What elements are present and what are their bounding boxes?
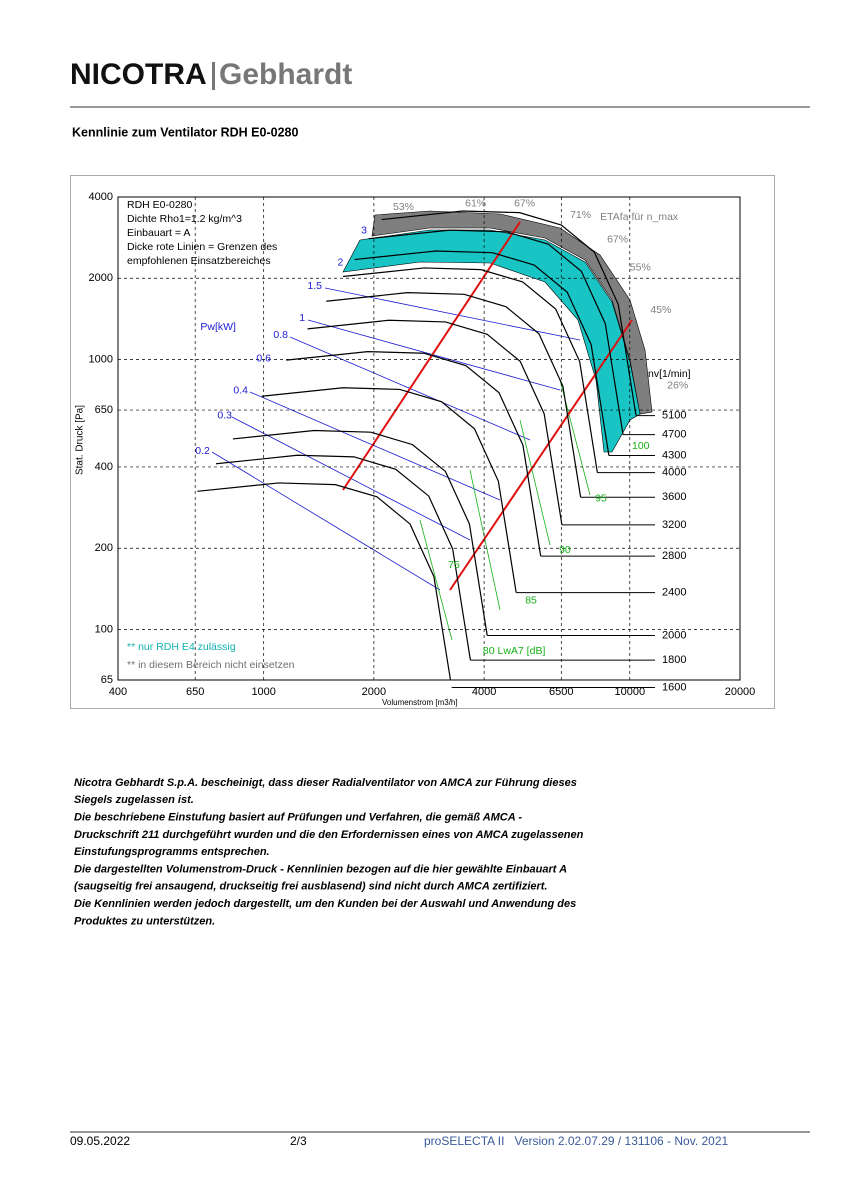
y-axis-label: Stat. Druck [Pa] <box>75 405 86 475</box>
x-tick-label: 6500 <box>549 686 573 698</box>
noise-label: 95 <box>595 493 607 505</box>
noise-lines <box>419 379 591 641</box>
speed-label: 2400 <box>662 586 686 598</box>
x-tick-label: 650 <box>186 686 204 698</box>
speed-curve <box>232 429 488 636</box>
noise-label: 100 <box>632 440 650 452</box>
paragraph-line: (saugseitig frei ansaugend, druckseitig … <box>74 881 548 893</box>
y-tick-label: 2000 <box>89 272 113 284</box>
e4-band <box>342 229 641 453</box>
power-label: 0.3 <box>217 410 232 422</box>
noise-label: 80 LwA7 [dB] <box>483 645 546 657</box>
chart-frame <box>70 175 775 709</box>
y-tick-label: 650 <box>95 404 113 416</box>
speed-label: 4300 <box>662 449 686 461</box>
efficiency-label: 53% <box>393 201 414 213</box>
paragraph-line: Die beschriebene Einstufung basiert auf … <box>74 812 522 824</box>
efficiency-label: 71% <box>570 209 591 221</box>
y-tick-label: 200 <box>95 542 113 554</box>
x-tick-label: 400 <box>109 686 127 698</box>
paragraph-line: Die Kennlinien werden jedoch dargestellt… <box>74 898 576 910</box>
paragraph-line: Die dargestellten Volumenstrom-Druck - K… <box>74 863 567 875</box>
power-label: 0.8 <box>273 329 288 341</box>
speed-curve <box>307 319 563 526</box>
speed-curve <box>342 267 598 473</box>
x-tick-label: 1000 <box>251 686 275 698</box>
speed-label: 3600 <box>662 491 686 503</box>
x-tick-label: 4000 <box>472 686 496 698</box>
y-tick-label: 65 <box>101 674 113 686</box>
efficiency-label: 45% <box>650 304 671 316</box>
paragraph-line: Druckschrift 211 durchgeführt wurden und… <box>74 829 584 841</box>
speed-label: 4700 <box>662 429 686 441</box>
paragraph-line: Einstufungsprogramms entsprechen. <box>74 846 270 858</box>
efficiency-label: 26% <box>667 379 688 391</box>
speed-curve <box>261 387 517 593</box>
speed-label: 4000 <box>662 467 686 479</box>
efficiency-label: 67% <box>607 233 628 245</box>
speed-curve <box>381 210 637 416</box>
x-tick-label: 2000 <box>362 686 386 698</box>
info-line: Einbauart = A <box>127 227 190 239</box>
efficiency-label: 67% <box>514 197 535 209</box>
plot-border <box>117 196 741 681</box>
noise-label: 75 <box>448 559 460 571</box>
power-label: 0.2 <box>195 445 210 457</box>
footer-page: 2/3 <box>290 1134 307 1148</box>
footer-software: proSELECTA II Version 2.02.07.29 / 13110… <box>424 1134 729 1148</box>
power-label: 3 <box>361 225 367 237</box>
logo-separator <box>212 62 215 90</box>
page-title: Kennlinie zum Ventilator RDH E0-0280 <box>72 125 298 139</box>
x-axis-label: Volumenstrom [m3/h] <box>382 698 458 707</box>
power-label: 0.6 <box>256 352 271 364</box>
noise-label: 85 <box>525 594 537 606</box>
speed-curve <box>354 250 610 456</box>
x-tick-label: 20000 <box>725 686 756 698</box>
power-label: 2 <box>337 257 343 269</box>
speed-label: 5100 <box>662 409 686 421</box>
power-label: 0.4 <box>233 385 248 397</box>
info-line: empfohlenen Einsatzbereiches <box>127 255 271 267</box>
x-tick-label: 10000 <box>614 686 645 698</box>
speed-curve <box>326 292 582 498</box>
logo-light: Gebhardt <box>219 58 352 91</box>
speed-curve <box>215 454 472 661</box>
info-line: Dicke rote Linien = Grenzen des <box>127 241 277 253</box>
info-line: Dichte Rho1=1.2 kg/m^3 <box>127 213 242 225</box>
y-tick-label: 1000 <box>89 353 113 365</box>
y-tick-label: 100 <box>95 623 113 635</box>
speed-label: 2800 <box>662 550 686 562</box>
y-tick-label: 4000 <box>89 191 113 203</box>
plot-area <box>118 197 740 680</box>
power-label: 1 <box>299 312 305 324</box>
limit-line <box>449 319 633 591</box>
speed-label: 2000 <box>662 629 686 641</box>
speed-unit-label: nv[1/min] <box>648 368 691 380</box>
info-line: RDH E0-0280 <box>127 199 193 211</box>
chart-note: ** nur RDH E4 zulässig <box>127 641 236 653</box>
paragraph-line: Produktes zu unterstützen. <box>74 915 215 927</box>
power-label: 1.5 <box>307 280 322 292</box>
chart-note: ** in diesem Bereich nicht einsetzen <box>127 659 295 671</box>
efficiency-label: 61% <box>465 197 486 209</box>
speed-curve <box>286 350 542 557</box>
paragraph-line: Siegels zugelassen ist. <box>74 794 194 806</box>
paragraph-line: Nicotra Gebhardt S.p.A. bescheinigt, das… <box>74 777 577 789</box>
efficiency-label: ETAfa für n_max <box>600 211 679 223</box>
noise-label: 90 <box>559 544 571 556</box>
speed-label: 1800 <box>662 654 686 666</box>
speed-curve <box>368 229 624 435</box>
speed-label: 3200 <box>662 519 686 531</box>
power-label: Pw[kW] <box>200 321 236 333</box>
efficiency-label: 55% <box>630 261 651 273</box>
y-tick-label: 400 <box>95 461 113 473</box>
speed-label: 1600 <box>662 681 686 693</box>
footer-date: 09.05.2022 <box>70 1134 130 1148</box>
logo-bold: NICOTRA <box>70 58 207 91</box>
speed-curve <box>197 482 452 680</box>
